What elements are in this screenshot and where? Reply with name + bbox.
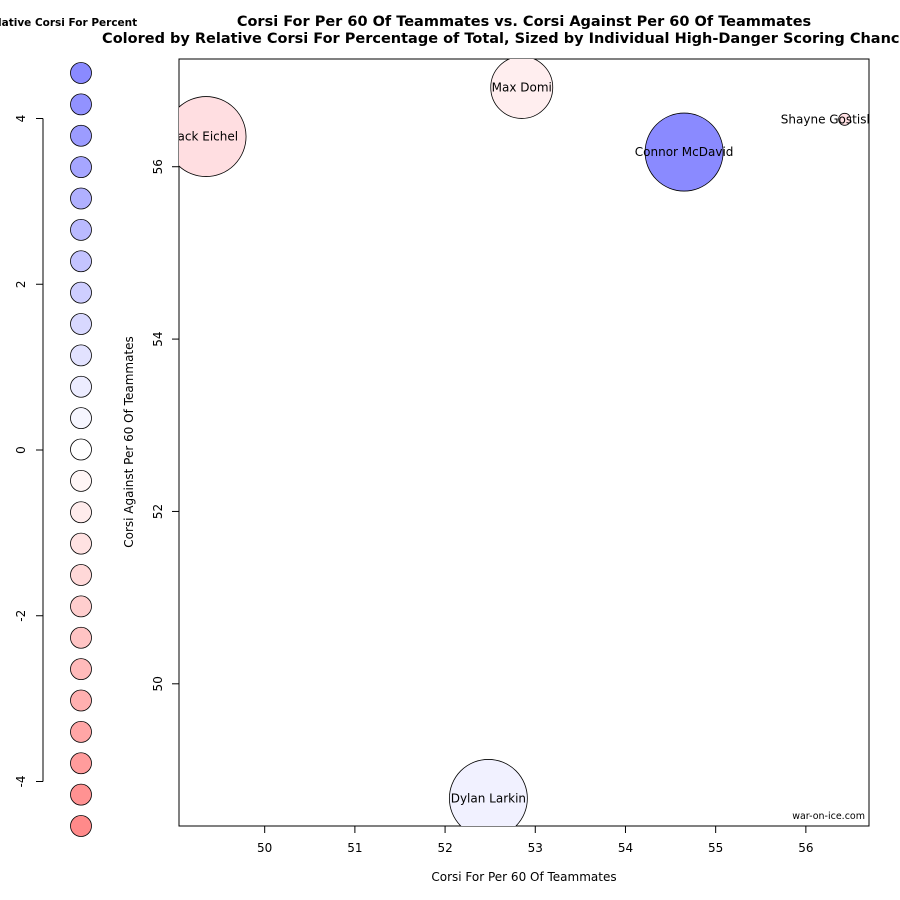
legend-swatch	[70, 752, 92, 775]
legend-swatch	[70, 281, 92, 304]
point-label: Max Domi	[492, 80, 552, 94]
legend-swatch	[70, 626, 92, 649]
legend-swatch	[70, 501, 92, 524]
point-label: Connor McDavid	[635, 145, 734, 159]
legend-swatch	[70, 658, 92, 681]
y-tick-label: 52	[151, 504, 165, 519]
data-point	[448, 759, 528, 826]
legend-tick-label: 4	[14, 115, 28, 123]
legend-swatch	[70, 344, 92, 367]
legend-swatch	[70, 124, 92, 147]
legend-swatch	[70, 218, 92, 241]
legend-tick-label: -4	[14, 776, 28, 788]
y-tick-label: 56	[151, 159, 165, 174]
credit-text: war-on-ice.com	[792, 811, 865, 822]
data-point	[179, 96, 247, 177]
y-axis: 50 52 54 56	[151, 159, 179, 691]
legend-swatch	[70, 93, 92, 116]
data-point	[644, 112, 724, 192]
legend-swatch	[70, 595, 92, 618]
plot-frame	[178, 58, 870, 827]
legend-swatch	[70, 156, 92, 179]
legend-swatch	[70, 815, 92, 837]
x-tick-label: 52	[437, 841, 452, 855]
chart-title: Corsi For Per 60 Of Teammates vs. Corsi …	[237, 14, 811, 30]
y-tick-label: 50	[151, 676, 165, 691]
color-legend: 4 2 0 -2 -4	[14, 62, 92, 837]
chart-subtitle: Colored by Relative Corsi For Percentage…	[102, 31, 900, 47]
legend-swatch	[70, 313, 92, 335]
legend-swatch	[70, 783, 92, 806]
point-label: Dylan Larkin	[451, 791, 526, 805]
data-point	[490, 59, 554, 119]
legend-tick-label: 0	[14, 446, 28, 454]
legend-swatch	[70, 375, 92, 398]
y-tick-label: 54	[151, 331, 165, 346]
legend-swatch	[70, 469, 92, 492]
legend-swatch	[70, 720, 92, 743]
x-tick-label: 53	[528, 841, 543, 855]
legend-tick-label: 2	[14, 280, 28, 288]
x-axis: 50 51 52 53 54 55 56	[257, 826, 814, 855]
legend-swatch	[70, 250, 92, 273]
x-tick-label: 55	[708, 841, 723, 855]
legend-swatch	[70, 62, 92, 84]
legend-swatch	[70, 689, 92, 712]
x-tick-label: 56	[798, 841, 813, 855]
legend-title: Relative Corsi For Percent	[0, 17, 137, 29]
legend-tick-label: -2	[14, 610, 28, 622]
x-tick-label: 50	[257, 841, 272, 855]
legend-swatch	[70, 532, 92, 555]
x-tick-label: 54	[618, 841, 633, 855]
y-axis-title: Corsi Against Per 60 Of Teammates	[122, 336, 136, 548]
legend-swatch	[70, 438, 92, 461]
legend-swatch	[70, 187, 92, 210]
x-axis-title: Corsi For Per 60 Of Teammates	[431, 870, 616, 884]
legend-swatch	[70, 564, 92, 586]
data-points: Jack Eichel Connor McDavid Dylan Larkin Max…	[173, 59, 900, 826]
legend-swatch	[70, 407, 92, 430]
point-label: Jack Eichel	[173, 130, 238, 144]
x-tick-label: 51	[347, 841, 362, 855]
point-label: Shayne Gostisbehere	[781, 112, 900, 126]
data-point	[838, 112, 852, 126]
